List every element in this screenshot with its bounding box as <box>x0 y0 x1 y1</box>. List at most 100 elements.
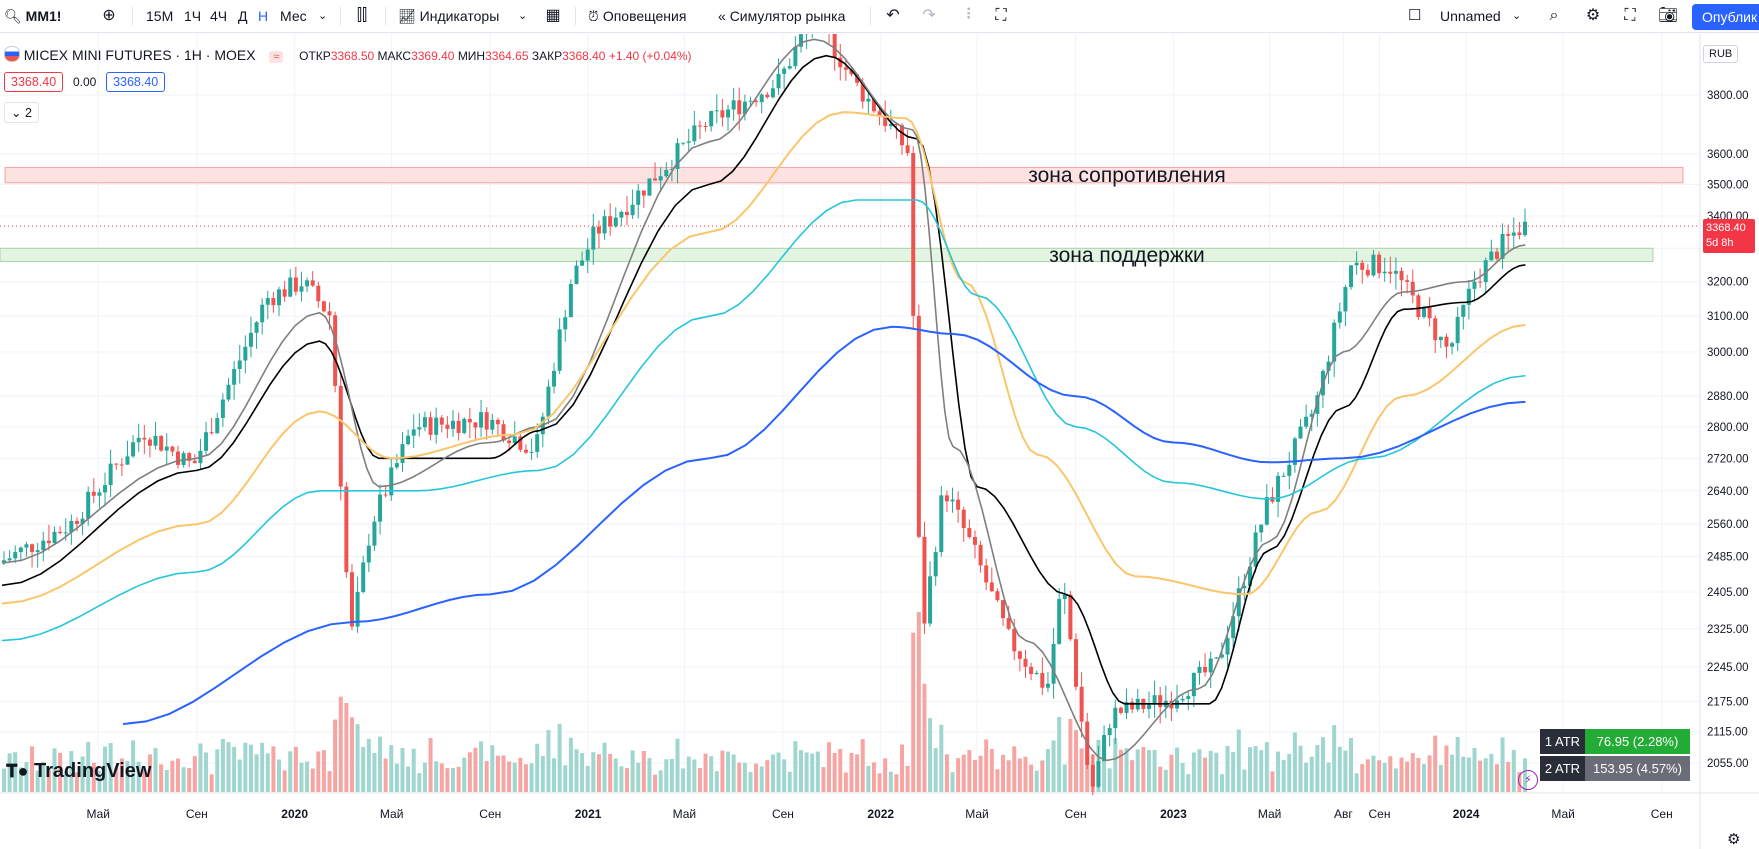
bar-countdown: 5d 8h <box>1706 237 1734 249</box>
redo-icon[interactable]: ↷ <box>922 7 936 24</box>
volume-bar <box>1478 760 1483 792</box>
volume-bar <box>490 745 495 792</box>
price-axis[interactable]: 3800.003600.003500.003400.003300.003200.… <box>1707 90 1749 770</box>
volume-bar <box>153 748 158 792</box>
tradingview-logo[interactable]: 𝐓● TradingView <box>6 760 151 783</box>
candle-body <box>1242 585 1247 589</box>
candle-body <box>282 289 287 297</box>
volume-bar <box>1393 768 1398 792</box>
interval-week[interactable]: Н <box>258 8 269 24</box>
search-icon: 🔍︎ <box>4 8 22 24</box>
time-axis[interactable]: Май Сен 2020 Май Сен 2021 Май Сен 2022 Май Сен 2023… <box>86 807 1672 821</box>
quick-search-icon[interactable]: ⌕ <box>1549 7 1559 24</box>
alerts-button[interactable]: ⏰︎ Оповещения <box>588 0 686 32</box>
bid-price[interactable]: 3368.40 <box>4 72 64 92</box>
interval-day[interactable]: Д <box>238 8 248 24</box>
volume-bar <box>18 767 23 792</box>
candle-body <box>619 211 624 218</box>
volume-bar <box>417 773 422 792</box>
volume-bar <box>378 736 383 792</box>
volume-bar <box>714 771 719 792</box>
alarm-clock-icon: ⏰︎ <box>588 8 599 24</box>
candle-body <box>108 463 113 486</box>
replay-button[interactable]: « Симулятор рынка <box>718 0 845 32</box>
price-chart[interactable]: 3800.003600.003500.003400.003300.003200.… <box>0 34 1759 849</box>
symbol-title[interactable]: MICEX MINI FUTURES · 1H · MOEX <box>23 47 256 63</box>
currency-selector[interactable]: RUB <box>1703 45 1739 63</box>
candle-body <box>119 464 124 466</box>
candle-body <box>1130 701 1135 710</box>
bid-ask-row: 3368.40 0.00 3368.40 <box>4 72 166 92</box>
volume-bar <box>35 770 40 792</box>
settings-gear-icon[interactable]: ⚙ <box>1585 7 1601 24</box>
volume-bar <box>69 751 74 792</box>
candle-body <box>686 141 691 143</box>
volume-bar <box>1253 746 1258 792</box>
candle-body <box>1444 336 1449 347</box>
candles-type-icon[interactable]: ⫿⫿ <box>356 7 368 24</box>
candle-body <box>383 494 388 496</box>
volume-bar <box>647 758 652 792</box>
price-tick-label: 3500.00 <box>1707 179 1749 191</box>
volume-bar <box>563 765 568 792</box>
interval-15m[interactable]: 15М <box>146 8 174 24</box>
candle-body <box>46 540 51 544</box>
candle-body <box>192 460 197 464</box>
volume-bar <box>1118 749 1123 792</box>
publish-button[interactable]: Опублик <box>1692 4 1759 30</box>
compare-add-icon[interactable]: ⊕ <box>102 7 116 24</box>
ask-price[interactable]: 3368.40 <box>106 72 166 92</box>
indicators-button[interactable]: 📈︎ Индикаторы <box>398 0 499 32</box>
camera-icon[interactable]: 📷︎ <box>1657 7 1679 24</box>
candle-body <box>1506 233 1511 236</box>
interval-month[interactable]: Мес <box>280 8 307 24</box>
volume-bar <box>400 747 405 792</box>
legend-menu-icon[interactable]: ≈ <box>269 51 284 63</box>
interval-1h[interactable]: 1Ч <box>184 8 202 24</box>
layout-name[interactable]: Unnamed <box>1440 8 1501 24</box>
volume-bar <box>933 748 938 792</box>
candle-body <box>754 100 759 103</box>
volume-bar <box>254 754 259 792</box>
volume-bar <box>922 683 927 792</box>
axis-settings-gear-icon[interactable]: ⚙ <box>1727 831 1741 848</box>
indicators-toggle[interactable]: ⌄ 2 <box>4 102 39 123</box>
chart-grid <box>0 34 1759 849</box>
top-toolbar: 🔍︎ MM1! ⊕ 15М 1Ч 4Ч Д Н Мес ⌄ ⫿⫿ 📈︎ Инди… <box>0 0 1759 33</box>
chevron-down-icon[interactable]: ⌄ <box>518 10 528 22</box>
time-tick-label: Сен <box>1065 807 1087 821</box>
candle-body <box>456 420 461 433</box>
candle-body <box>1208 658 1213 673</box>
toolbar-divider <box>340 7 341 25</box>
symbol-search-button[interactable]: 🔍︎ MM1! <box>4 0 61 32</box>
drag-handle-icon[interactable]: ⠇ <box>965 7 977 24</box>
candle-body <box>1494 251 1499 259</box>
volume-bar <box>265 753 270 792</box>
candle-body <box>1214 657 1219 659</box>
candle-body <box>1034 672 1039 675</box>
fullscreen-icon[interactable]: ⛶ <box>1624 7 1636 24</box>
lightning-icon[interactable]: ⚡︎ <box>1518 770 1538 790</box>
atr-name: 2 ATR <box>1540 756 1585 781</box>
candle-body <box>1427 307 1432 319</box>
chevron-down-icon[interactable]: ⌄ <box>1512 10 1522 22</box>
volume-bar <box>1006 760 1011 792</box>
volume-bar <box>1001 754 1006 792</box>
templates-grid-icon[interactable]: ▦ <box>545 7 561 24</box>
volume-bar <box>1332 725 1337 792</box>
chevron-down-icon[interactable]: ⌄ <box>318 10 328 22</box>
candle-body <box>260 304 265 323</box>
candle-body <box>333 315 338 386</box>
volume-bar <box>1326 762 1331 792</box>
undo-icon[interactable]: ↶ <box>886 7 900 24</box>
candle-body <box>215 417 220 434</box>
candle-body <box>849 69 854 75</box>
candle-body <box>103 485 108 493</box>
layout-checkbox-icon[interactable]: ☐ <box>1408 7 1422 24</box>
volume-bar <box>821 767 826 792</box>
volume-bar <box>1304 762 1309 792</box>
selection-frame-icon[interactable]: ⛶ <box>995 7 1007 24</box>
interval-4h[interactable]: 4Ч <box>210 8 228 24</box>
volume-bar <box>1354 773 1359 792</box>
candle-body <box>636 190 641 205</box>
